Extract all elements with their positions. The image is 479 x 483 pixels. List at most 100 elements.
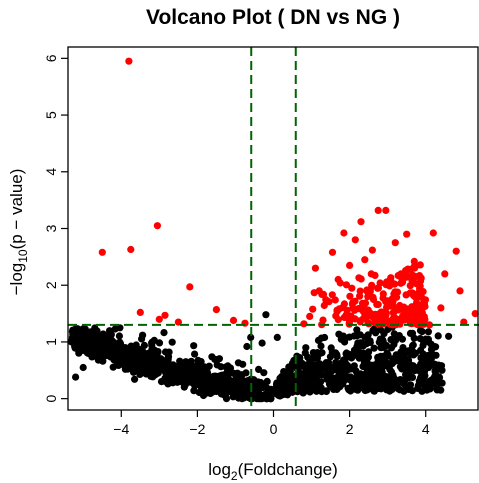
nonsig-point — [296, 354, 304, 362]
sig-point — [414, 290, 422, 298]
sig-point — [342, 281, 350, 289]
sig-point — [403, 230, 411, 238]
nonsig-point — [432, 351, 440, 359]
sig-point — [311, 264, 319, 272]
y-axis: 0 1 2 3 4 5 6 — [43, 54, 68, 403]
sig-point — [355, 274, 363, 282]
nonsig-point — [208, 353, 216, 361]
y-label-subscript: 10 — [16, 249, 30, 263]
nonsig-point — [132, 341, 140, 349]
sig-point — [471, 310, 479, 318]
nonsig-point — [172, 362, 180, 370]
sig-point — [410, 257, 418, 265]
nonsig-point — [325, 359, 333, 367]
nonsig-point — [180, 383, 188, 391]
nonsig-point — [377, 353, 385, 361]
sig-point — [212, 306, 220, 314]
x-tick-label: 2 — [346, 421, 354, 437]
nonsig-point — [335, 370, 343, 378]
nonsig-point — [303, 362, 311, 370]
nonsig-point — [281, 383, 289, 391]
nonsig-point — [215, 381, 223, 389]
nonsig-point — [395, 352, 403, 360]
nonsig-point — [432, 370, 440, 378]
nonsig-point — [115, 332, 123, 340]
nonsig-point — [110, 350, 118, 358]
sig-point — [387, 274, 395, 282]
nonsig-point — [327, 367, 335, 375]
nonsig-point — [406, 329, 415, 337]
nonsig-point — [428, 375, 436, 384]
nonsig-point — [364, 331, 372, 339]
nonsig-point — [94, 356, 102, 364]
nonsig-point — [416, 335, 424, 343]
sig-point — [300, 320, 308, 328]
sig-point — [441, 270, 449, 278]
nonsig-point — [350, 332, 358, 340]
nonsig-point — [278, 391, 286, 399]
nonsig-point — [87, 328, 95, 336]
sig-point — [346, 261, 354, 269]
nonsig-point — [424, 353, 433, 361]
sig-point — [357, 218, 365, 226]
sig-point — [364, 311, 372, 319]
nonsig-point — [166, 373, 174, 382]
nonsig-point — [394, 385, 402, 393]
nonsig-point — [190, 342, 198, 350]
sig-point — [338, 304, 347, 312]
nonsig-point — [349, 376, 357, 384]
nonsig-point — [111, 325, 119, 333]
y-tick-label: 6 — [43, 54, 59, 62]
x-tick-label: −4 — [113, 421, 129, 437]
nonsig-point — [107, 331, 115, 339]
nonsig-point — [416, 326, 425, 335]
nonsig-point — [232, 382, 240, 390]
nonsig-point — [199, 391, 208, 400]
sig-point — [397, 270, 405, 278]
nonsig-point — [327, 383, 335, 391]
y-tick-label: 0 — [43, 395, 59, 403]
nonsig-point — [333, 379, 341, 387]
sig-point — [377, 311, 385, 319]
nonsig-point — [356, 331, 364, 339]
sig-point — [406, 282, 414, 290]
sig-point — [369, 295, 378, 304]
sig-point — [408, 309, 416, 317]
y-label-pre: −log — [7, 263, 26, 296]
sig-point — [452, 247, 460, 255]
nonsig-point — [97, 334, 105, 342]
sig-point — [340, 229, 348, 237]
nonsig-point — [429, 361, 437, 369]
nonsig-point — [193, 375, 201, 383]
nonsig-point — [157, 355, 165, 363]
nonsig-point — [408, 387, 416, 395]
nonsig-point — [302, 344, 310, 352]
nonsig-point — [154, 348, 162, 356]
nonsig-point — [255, 365, 263, 373]
nonsig-point — [366, 337, 374, 345]
nonsig-point — [359, 354, 367, 363]
nonsig-point — [131, 375, 139, 383]
chart-title: Volcano Plot ( DN vs NG ) — [146, 6, 400, 29]
nonsig-point — [79, 363, 87, 372]
x-axis-label: log2(Foldchange) — [208, 460, 338, 483]
nonsig-point — [295, 368, 303, 376]
sig-point — [334, 275, 342, 284]
sig-point — [153, 222, 161, 230]
x-label-subscript: 2 — [231, 469, 238, 483]
nonsig-point — [242, 383, 250, 391]
nonsig-point — [347, 365, 355, 373]
sig-point — [402, 291, 410, 299]
nonsig-point — [434, 332, 442, 340]
sig-point — [437, 304, 445, 312]
nonsig-point — [90, 352, 98, 360]
nonsig-point — [354, 384, 362, 392]
nonsig-point — [414, 363, 422, 372]
sig-point — [368, 246, 376, 254]
nonsig-point — [70, 336, 78, 344]
nonsig-point — [78, 327, 86, 335]
nonsig-point — [136, 365, 144, 373]
y-axis-label: −log10(p − value) — [7, 169, 30, 296]
nonsig-point — [386, 374, 394, 382]
nonsig-point — [309, 349, 317, 357]
